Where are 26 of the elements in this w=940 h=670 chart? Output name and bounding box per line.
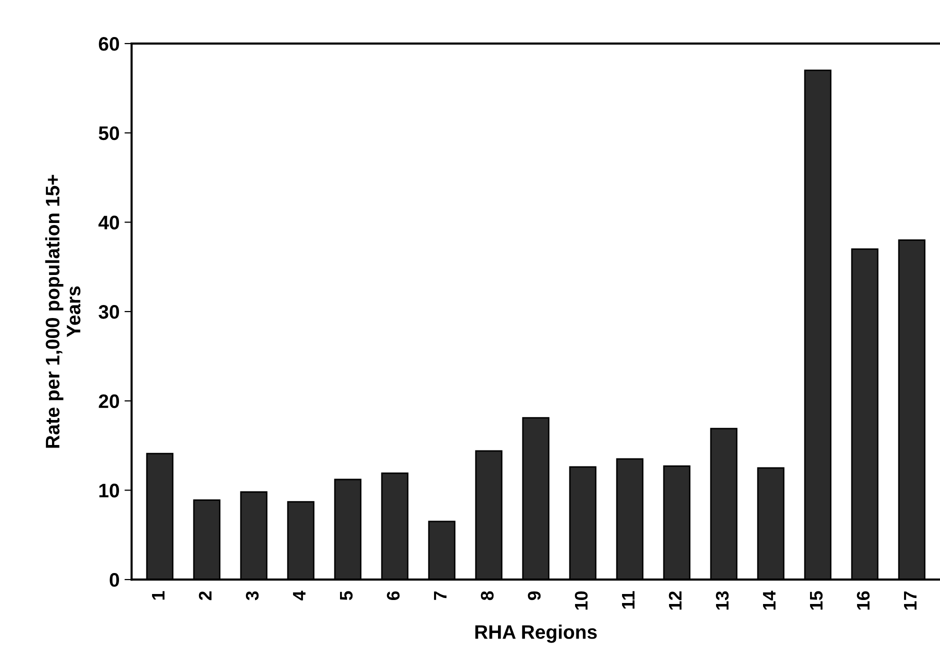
x-tick-label: 5 xyxy=(340,591,353,600)
x-tick-label: 15 xyxy=(810,591,823,610)
y-tick-label: 0 xyxy=(110,573,119,587)
y-tick-label: 20 xyxy=(98,394,119,408)
y-tick-label: 10 xyxy=(99,484,119,498)
x-tick-label: 17 xyxy=(904,591,916,610)
x-tick-label: 3 xyxy=(246,591,259,600)
y-axis-title: Rate per 1,000 population 15+ Years xyxy=(45,174,80,448)
x-tick-label: 6 xyxy=(386,591,400,600)
x-tick-label: 2 xyxy=(198,591,212,600)
x-tick-label: 7 xyxy=(434,591,446,600)
x-tick-label: 11 xyxy=(622,591,634,609)
x-tick-label: 12 xyxy=(668,591,682,610)
x-tick-label: 13 xyxy=(716,591,729,610)
x-tick-label: 10 xyxy=(574,591,588,610)
y-tick-label: 60 xyxy=(98,37,119,51)
x-tick-label: 16 xyxy=(856,591,870,610)
y-tick-label: 30 xyxy=(98,305,119,319)
y-tick-label: 40 xyxy=(98,216,119,230)
x-tick-label: 8 xyxy=(480,591,494,600)
x-tick-label: 9 xyxy=(528,591,541,600)
x-axis-title: RHA Regions xyxy=(475,624,597,643)
x-tick-label: 14 xyxy=(763,590,776,610)
x-tick-label: 4 xyxy=(293,590,306,600)
y-tick-label: 50 xyxy=(98,126,119,140)
x-tick-label: 1 xyxy=(152,591,164,600)
